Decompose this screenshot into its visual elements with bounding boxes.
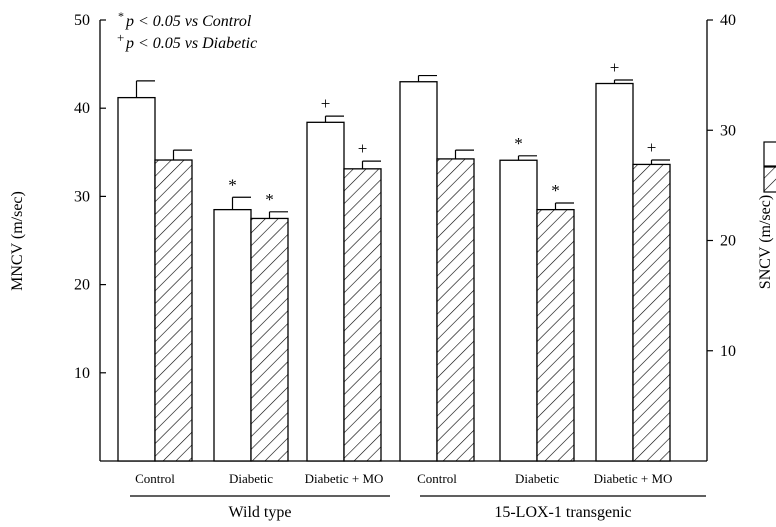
bar-mncv — [499, 159, 538, 462]
legend-text-control: p < 0.05 vs Control — [125, 13, 252, 30]
bar-sncv — [250, 217, 289, 462]
bar-sncv — [536, 208, 575, 462]
legend: * p < 0.05 vs Control + p < 0.05 vs Diab… — [117, 9, 257, 52]
category-label: Diabetic — [229, 471, 273, 486]
significance-marker: + — [321, 94, 331, 113]
legend-swatch-open — [763, 141, 776, 167]
right-tick-label: 40 — [720, 12, 736, 29]
category-label: Diabetic — [515, 471, 559, 486]
bar-sncv — [436, 158, 475, 462]
category-label: Diabetic + MO — [305, 471, 384, 486]
bar-mncv — [213, 208, 252, 462]
bar-sncv — [343, 168, 382, 462]
group-label: 15-LOX-1 transgenic — [494, 504, 631, 521]
significance-marker: * — [265, 190, 274, 209]
significance-marker: * — [228, 175, 237, 194]
category-label: Control — [417, 471, 457, 486]
bar-sncv — [632, 163, 671, 462]
left-tick-label: 30 — [74, 188, 90, 205]
bar-mncv — [595, 82, 634, 462]
significance-marker: * — [551, 181, 560, 200]
right-axis-title: SNCV (m/sec) — [757, 195, 774, 289]
left-tick-label: 10 — [74, 365, 90, 382]
legend-text-diabetic: p < 0.05 vs Diabetic — [125, 35, 257, 52]
left-tick-label: 50 — [74, 12, 90, 29]
significance-marker: + — [610, 58, 620, 77]
left-axis-title: MNCV (m/sec) — [9, 191, 26, 291]
category-label: Control — [135, 471, 175, 486]
bar-sncv — [154, 159, 193, 462]
significance-marker: + — [358, 139, 368, 158]
bar-mncv — [306, 121, 345, 462]
bar-mncv — [117, 96, 156, 462]
right-tick-label: 10 — [720, 343, 736, 360]
legend-marker-star: * — [118, 9, 124, 23]
legend-marker-plus: + — [117, 30, 124, 45]
bar-mncv — [399, 81, 438, 462]
right-tick-label: 30 — [720, 122, 736, 139]
category-label: Diabetic + MO — [594, 471, 673, 486]
left-tick-label: 20 — [74, 277, 90, 294]
left-tick-label: 40 — [74, 100, 90, 117]
legend-swatch-hatched — [763, 166, 776, 193]
right-tick-label: 20 — [720, 233, 736, 250]
significance-marker: * — [514, 134, 523, 153]
significance-marker: + — [647, 138, 657, 157]
group-label: Wild type — [229, 504, 292, 521]
